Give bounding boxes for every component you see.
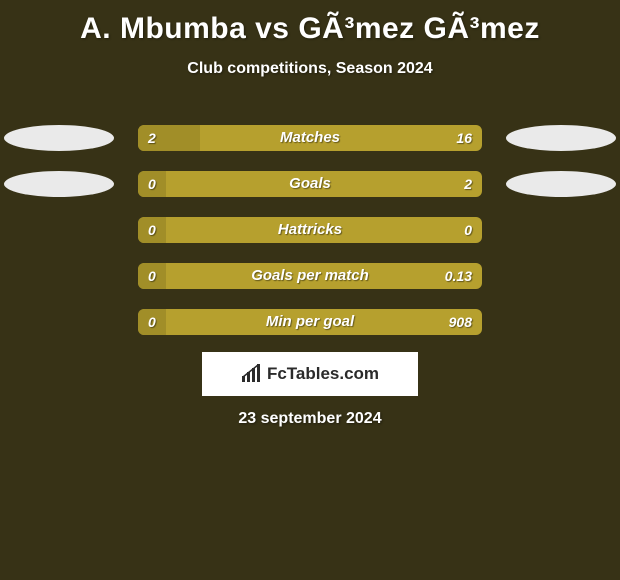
bar-fill: [138, 125, 200, 151]
logo-box: FcTables.com: [202, 352, 418, 396]
bar-fill: [138, 217, 166, 243]
comparison-rows: 2 16 Matches 0 2 Goals 0 0 Hattricks 0 0…: [0, 125, 620, 355]
bar-track: [138, 125, 482, 151]
bar-fill: [138, 171, 166, 197]
stat-row: 0 0 Hattricks: [0, 217, 620, 263]
bar-fill: [138, 263, 166, 289]
player-left-marker: [4, 125, 114, 151]
chart-icon: [241, 364, 263, 384]
bar-track: [138, 309, 482, 335]
stat-row: 0 908 Min per goal: [0, 309, 620, 355]
player-left-marker: [4, 171, 114, 197]
player-right-marker: [506, 125, 616, 151]
page-title: A. Mbumba vs GÃ³mez GÃ³mez: [0, 0, 620, 46]
bar-fill: [138, 309, 166, 335]
logo-text: FcTables.com: [267, 364, 379, 384]
bar-track: [138, 263, 482, 289]
page-subtitle: Club competitions, Season 2024: [0, 60, 620, 78]
stat-row: 0 2 Goals: [0, 171, 620, 217]
date-text: 23 september 2024: [0, 410, 620, 428]
bar-track: [138, 217, 482, 243]
stat-row: 0 0.13 Goals per match: [0, 263, 620, 309]
bar-track: [138, 171, 482, 197]
stat-row: 2 16 Matches: [0, 125, 620, 171]
player-right-marker: [506, 171, 616, 197]
